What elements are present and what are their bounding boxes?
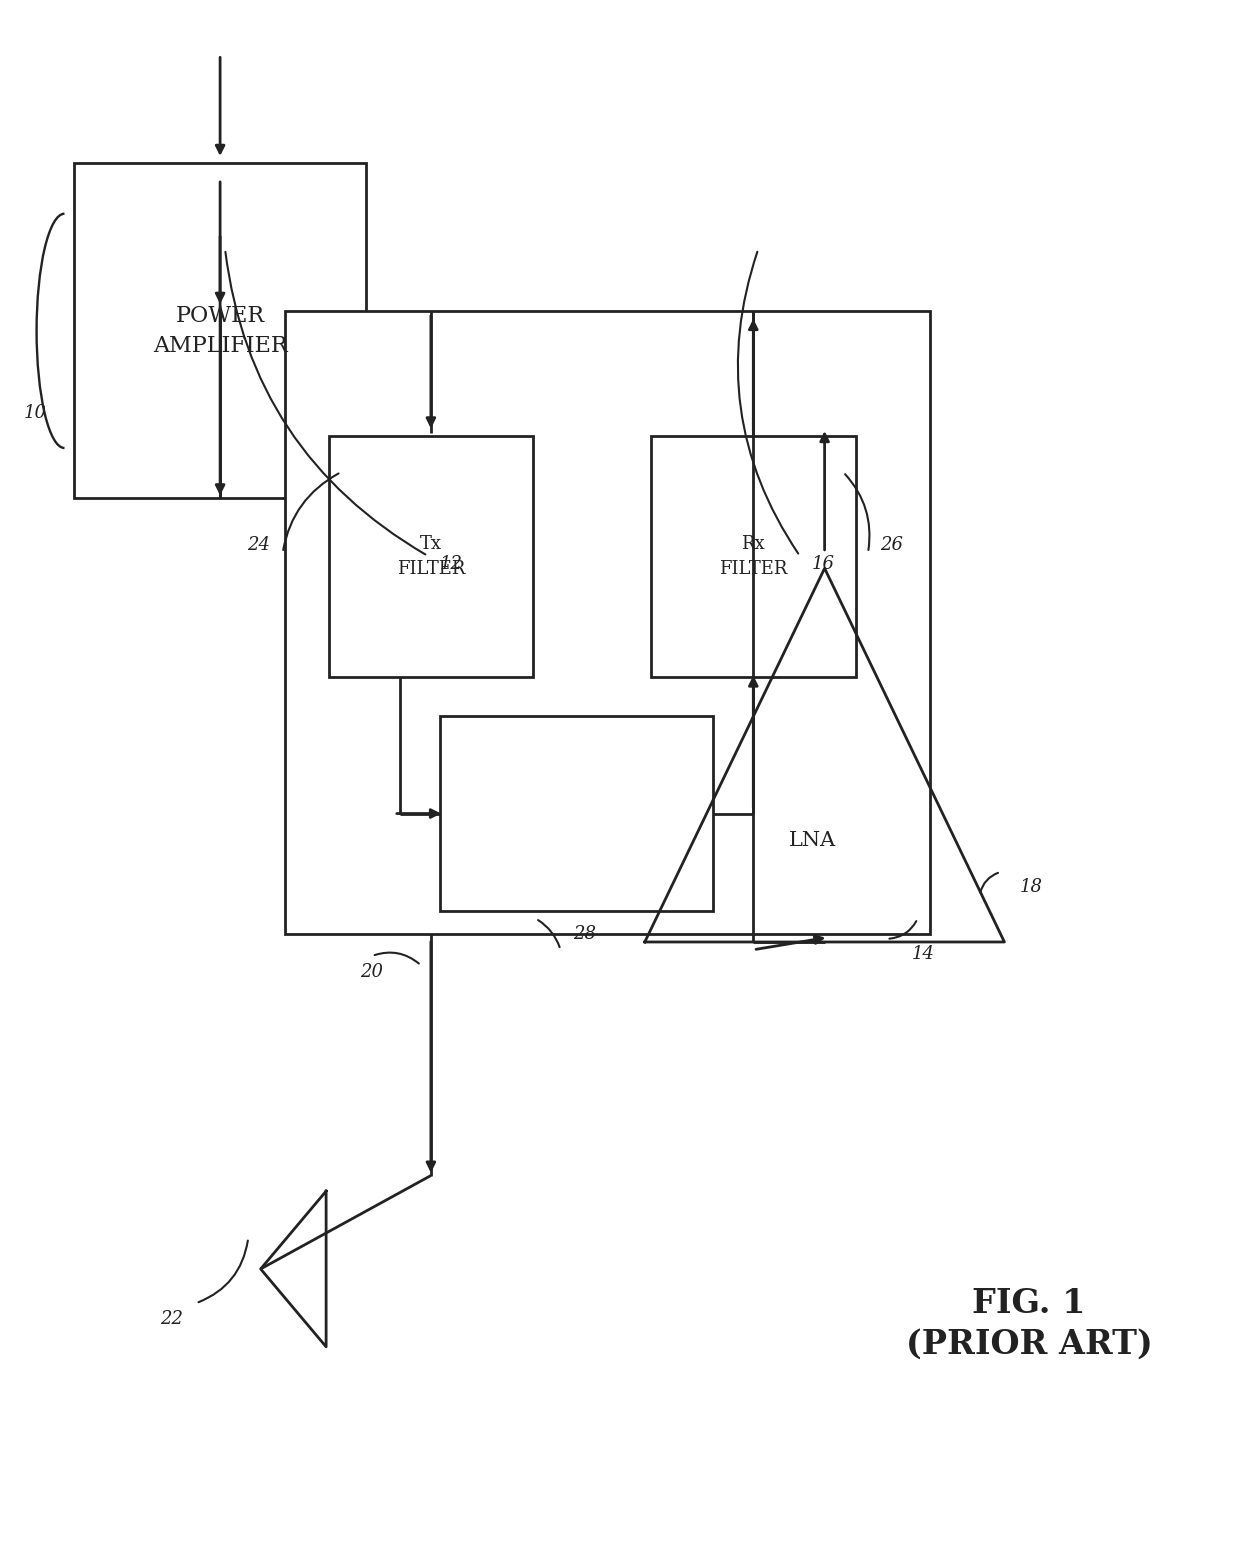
Text: 12: 12 — [440, 554, 464, 573]
Bar — [440, 716, 713, 911]
Text: Rx
FILTER: Rx FILTER — [719, 536, 787, 578]
Text: 28: 28 — [573, 925, 596, 944]
Bar — [74, 163, 366, 498]
Text: POWER
AMPLIFIER: POWER AMPLIFIER — [153, 305, 288, 357]
Bar — [285, 311, 930, 934]
Text: LNA: LNA — [789, 831, 836, 850]
Text: 16: 16 — [812, 554, 836, 573]
Polygon shape — [260, 1191, 326, 1347]
Text: FIG. 1
(PRIOR ART): FIG. 1 (PRIOR ART) — [906, 1286, 1152, 1361]
Polygon shape — [645, 568, 1004, 942]
Bar — [651, 436, 856, 677]
Text: 18: 18 — [1019, 878, 1043, 897]
Text: 10: 10 — [24, 403, 47, 422]
Text: 26: 26 — [880, 536, 904, 554]
Text: Tx
FILTER: Tx FILTER — [397, 536, 465, 578]
Bar — [329, 436, 533, 677]
Text: 22: 22 — [160, 1309, 184, 1328]
Text: 14: 14 — [911, 945, 935, 964]
Text: 24: 24 — [247, 536, 270, 554]
Text: 20: 20 — [360, 962, 383, 981]
